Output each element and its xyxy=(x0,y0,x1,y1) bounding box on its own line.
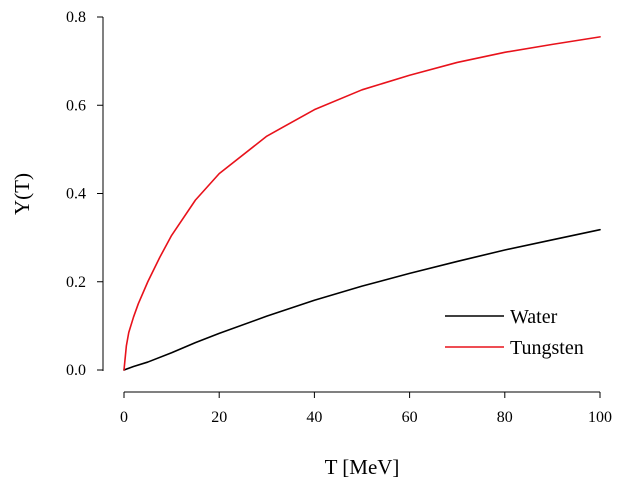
x-tick-label: 40 xyxy=(306,409,322,426)
series-line-water xyxy=(123,228,601,371)
y-ticks: 0.0 0.2 0.4 0.6 0.8 xyxy=(66,9,103,379)
y-tick-label: 0.6 xyxy=(66,97,86,114)
y-tick-label: 0.2 xyxy=(66,274,86,291)
y-axis-title: Y(T) xyxy=(10,173,34,215)
y-tick-label: 0.4 xyxy=(66,186,86,203)
x-tick-label: 20 xyxy=(211,409,227,426)
legend-label-water: Water xyxy=(510,306,558,328)
x-tick-label: 60 xyxy=(402,409,418,426)
legend: Water Tungsten xyxy=(445,306,584,359)
legend-label-tungsten: Tungsten xyxy=(510,337,584,359)
x-axis-title: T [MeV] xyxy=(325,455,400,479)
x-tick-label: 80 xyxy=(497,409,513,426)
y-tick-label: 0.8 xyxy=(66,9,86,26)
x-ticks: 0 20 40 60 80 100 xyxy=(120,392,612,426)
y-tick-label: 0.0 xyxy=(66,362,86,379)
x-tick-label: 0 xyxy=(120,409,128,426)
plot-lines xyxy=(123,36,601,371)
series-line-tungsten xyxy=(123,36,601,371)
x-tick-label: 100 xyxy=(588,409,612,426)
